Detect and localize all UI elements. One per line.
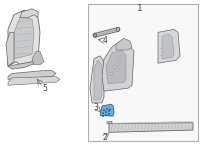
Polygon shape [100, 104, 114, 116]
Ellipse shape [108, 113, 110, 114]
Ellipse shape [116, 27, 120, 31]
Ellipse shape [106, 108, 108, 110]
Polygon shape [106, 50, 126, 84]
Ellipse shape [102, 113, 104, 114]
Polygon shape [90, 56, 104, 103]
Polygon shape [6, 32, 14, 66]
Ellipse shape [109, 109, 111, 110]
Text: 2: 2 [103, 133, 107, 142]
Polygon shape [116, 38, 132, 50]
Polygon shape [8, 10, 40, 66]
Ellipse shape [110, 72, 112, 75]
Polygon shape [8, 62, 36, 69]
Polygon shape [107, 121, 112, 124]
Ellipse shape [105, 114, 107, 116]
Bar [88, 4, 198, 141]
Text: 3: 3 [93, 103, 98, 112]
Polygon shape [8, 71, 56, 79]
Ellipse shape [103, 110, 105, 111]
Polygon shape [162, 34, 174, 59]
Ellipse shape [108, 110, 110, 111]
Ellipse shape [93, 33, 97, 37]
Ellipse shape [114, 66, 116, 68]
Polygon shape [102, 41, 134, 91]
Polygon shape [158, 29, 180, 63]
Polygon shape [109, 123, 193, 132]
Ellipse shape [102, 116, 104, 117]
Text: 4: 4 [103, 36, 107, 45]
Polygon shape [20, 9, 38, 18]
Ellipse shape [105, 111, 107, 113]
Polygon shape [14, 18, 34, 59]
Polygon shape [32, 51, 44, 65]
Polygon shape [94, 60, 102, 100]
Ellipse shape [119, 59, 121, 62]
Polygon shape [8, 76, 60, 85]
Text: 1: 1 [137, 4, 143, 13]
Text: 5: 5 [43, 84, 47, 93]
